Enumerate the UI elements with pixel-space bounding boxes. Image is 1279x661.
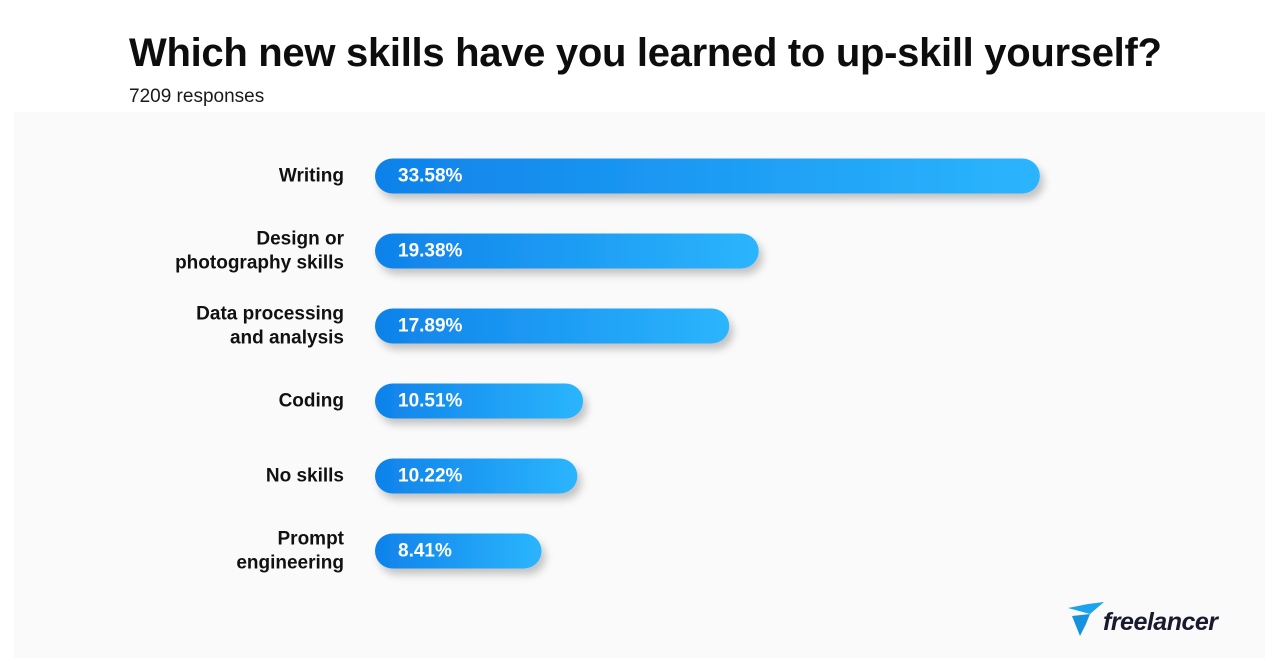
chart-title: Which new skills have you learned to up-…: [129, 31, 1162, 75]
bar-5: [375, 533, 542, 569]
value-label-5: 8.41%: [398, 541, 452, 562]
category-label-line: No skills: [266, 466, 344, 487]
bar-0: [375, 158, 1040, 194]
value-label-2: 17.89%: [398, 316, 463, 337]
category-label-line: Coding: [279, 391, 344, 412]
value-label-0: 33.58%: [398, 166, 463, 187]
freelancer-wordmark: freelancer: [1103, 608, 1218, 636]
category-label-line: Design or: [256, 229, 344, 250]
category-label-line: engineering: [236, 553, 344, 574]
category-label-3: Coding: [279, 391, 344, 412]
bars-group: 33.58% Writing 19.38% Design or photography …: [175, 158, 1040, 574]
category-label-line: Prompt: [278, 529, 345, 550]
bar-2: [375, 308, 730, 344]
category-label-1: Design or photography skills: [175, 229, 345, 274]
bar-1: [375, 233, 759, 269]
category-label-0: Writing: [279, 166, 344, 187]
category-label-line: Data processing: [196, 304, 344, 325]
bar-4: [375, 458, 578, 494]
category-label-line: and analysis: [230, 328, 344, 349]
category-label-2: Data processing and analysis: [196, 304, 344, 349]
value-label-1: 19.38%: [398, 241, 463, 262]
freelancer-bird-icon: [1068, 602, 1104, 636]
category-label-4: No skills: [266, 466, 344, 487]
value-label-4: 10.22%: [398, 466, 463, 487]
response-count: 7209 responses: [129, 86, 265, 107]
value-label-3: 10.51%: [398, 391, 463, 412]
chart-panel: [14, 112, 1265, 658]
category-label-line: Writing: [279, 166, 344, 187]
category-label-5: Prompt engineering: [236, 529, 344, 574]
freelancer-logo: freelancer: [1066, 600, 1226, 644]
bar-3: [375, 383, 584, 419]
category-label-line: photography skills: [175, 253, 344, 274]
